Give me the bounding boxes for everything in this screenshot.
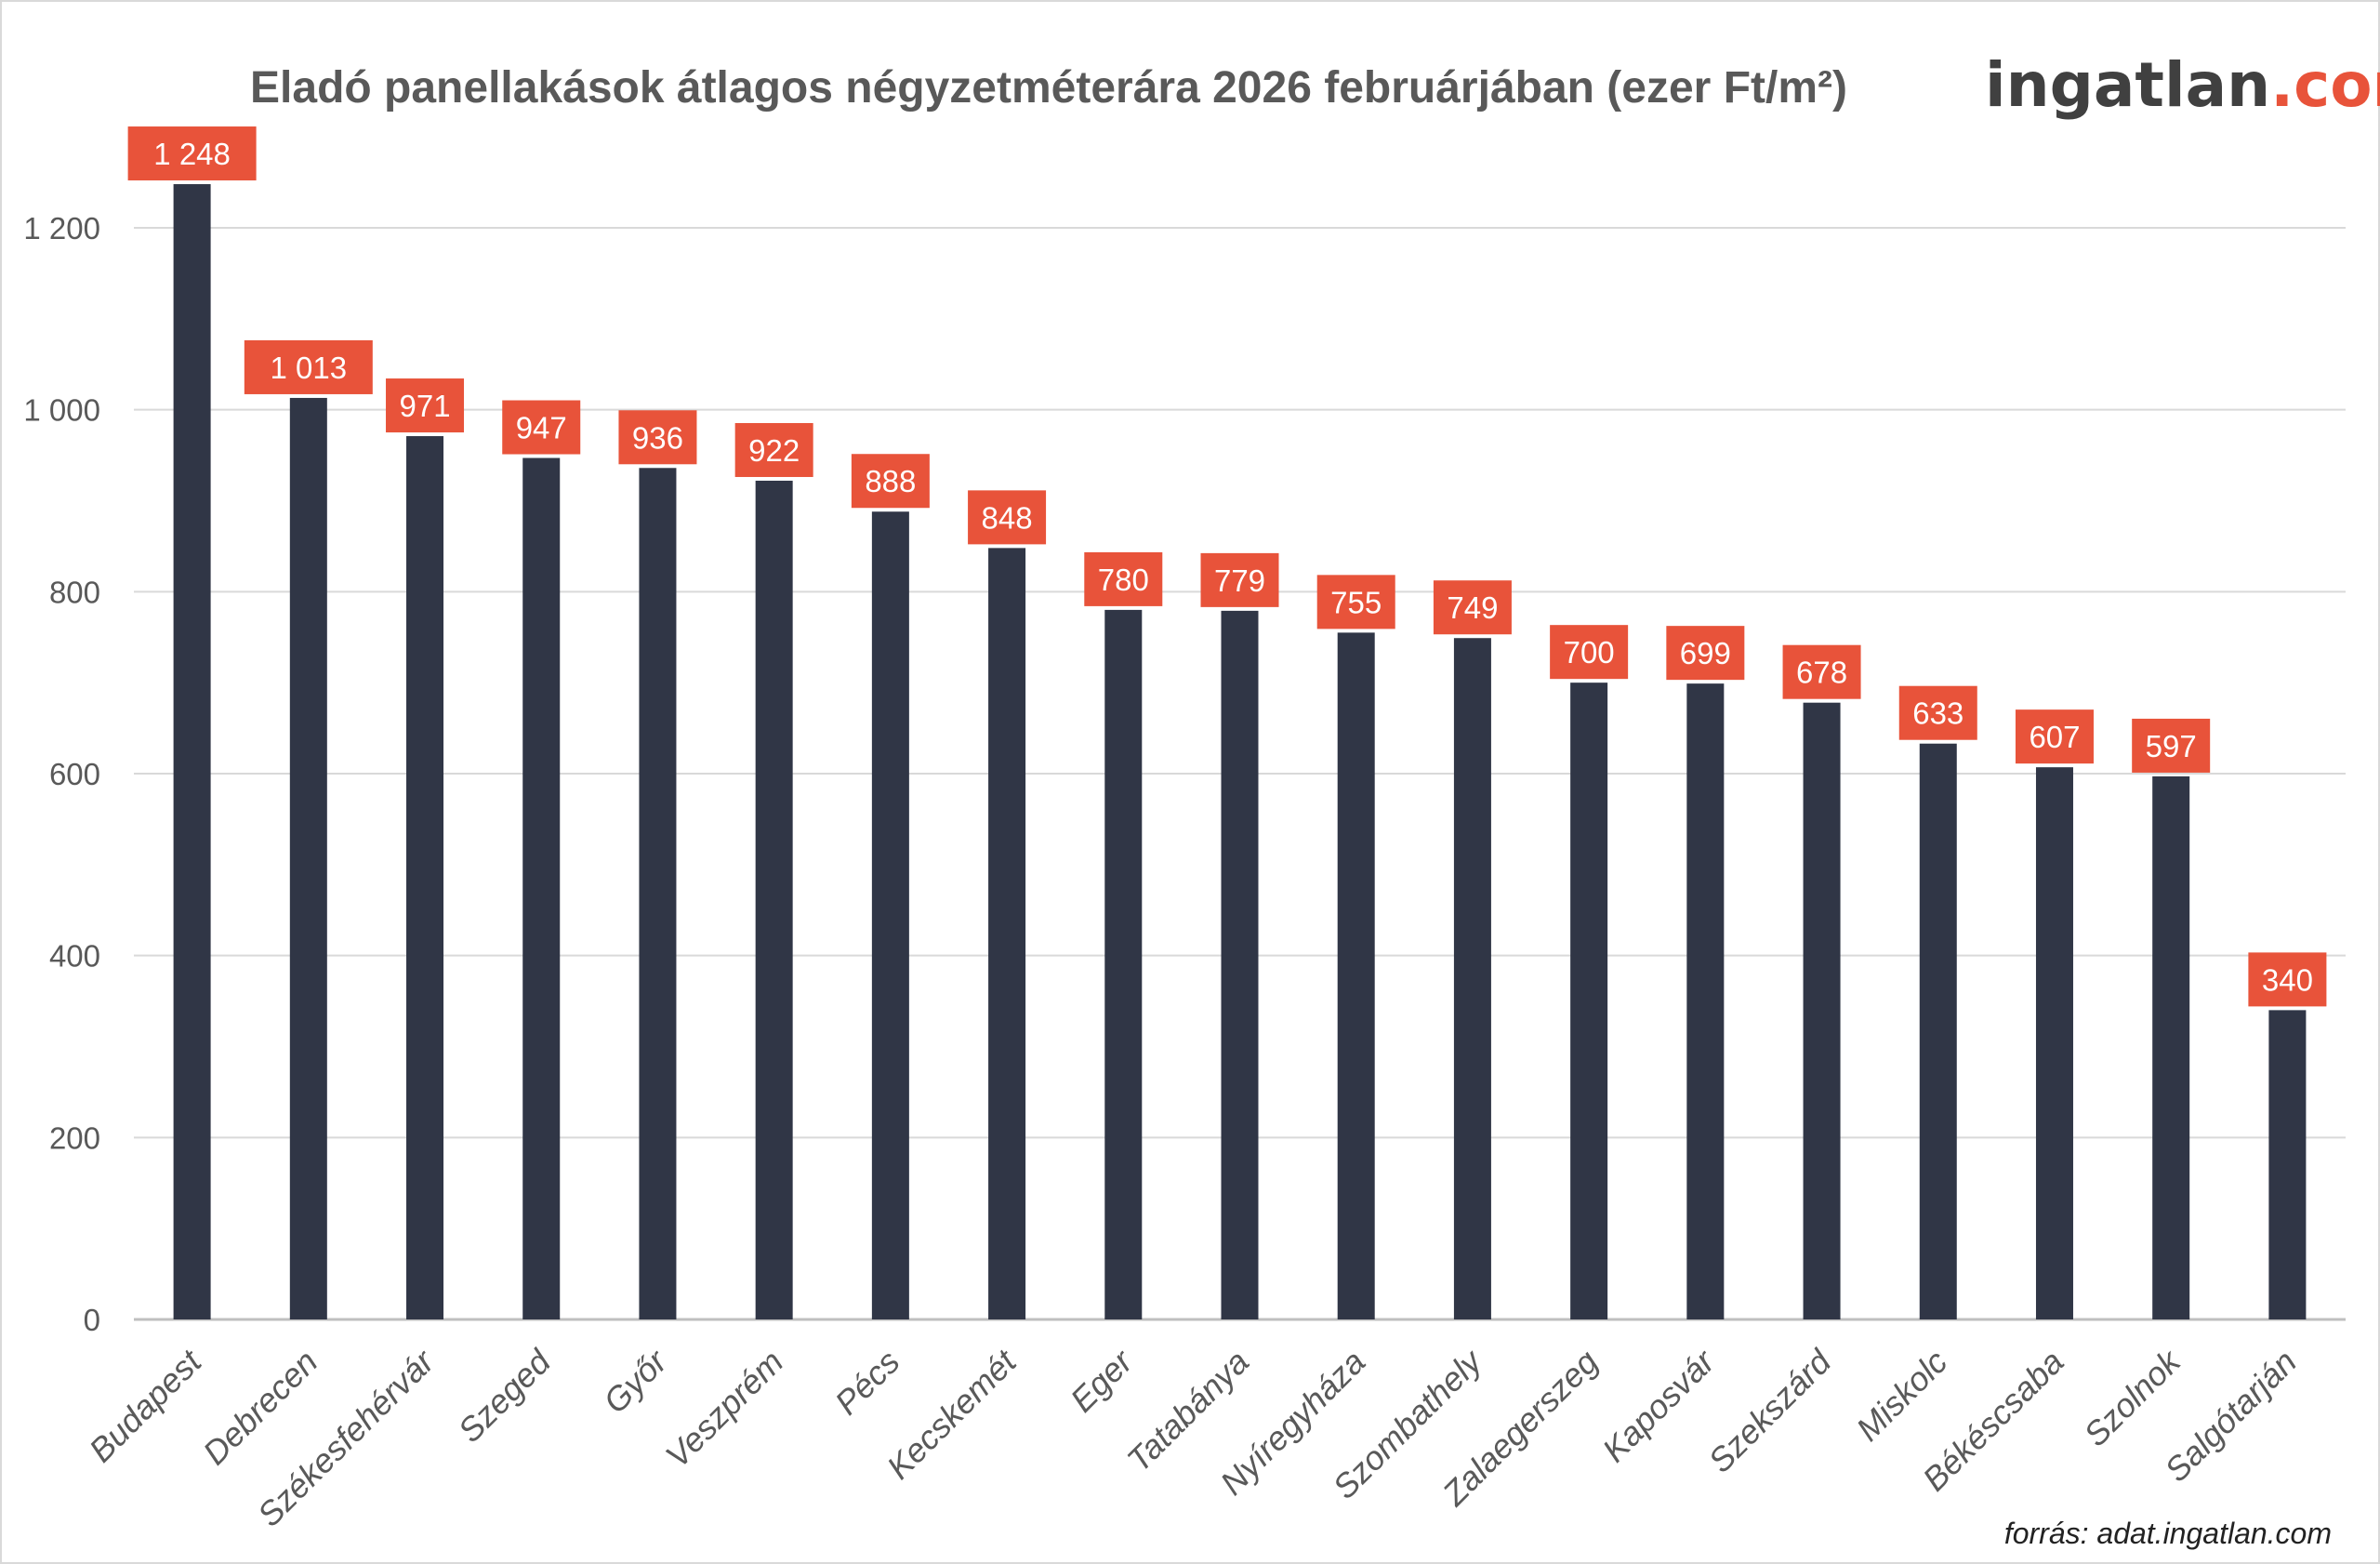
- bar: [2035, 767, 2073, 1319]
- bar: [639, 468, 677, 1319]
- data-label-box: [386, 378, 465, 433]
- logo: ingatlan.com: [1985, 49, 2380, 121]
- data-label: 848: [982, 500, 1033, 535]
- data-label-box: [2132, 718, 2211, 773]
- data-label-box: [2015, 709, 2094, 764]
- logo-text: ingatlan.com: [1985, 49, 2380, 121]
- data-label-box: [502, 400, 581, 455]
- data-label: 340: [2262, 962, 2313, 997]
- bar: [988, 548, 1026, 1319]
- bar: [1453, 638, 1491, 1319]
- bar: [1337, 632, 1375, 1319]
- bar: [289, 397, 327, 1319]
- data-label-box: [1200, 552, 1279, 607]
- bar: [2152, 775, 2190, 1319]
- bar: [406, 436, 444, 1319]
- bar: [871, 511, 909, 1319]
- data-label: 947: [516, 411, 567, 445]
- bar: [2268, 1010, 2307, 1319]
- bar: [1686, 683, 1725, 1319]
- data-label-box: [968, 490, 1047, 545]
- data-label: 780: [1098, 563, 1149, 597]
- data-label-box: [1433, 580, 1512, 635]
- y-tick-label: 1 200: [23, 211, 100, 245]
- data-label-box: [244, 339, 373, 394]
- data-label-box: [851, 454, 930, 509]
- y-tick-label: 0: [84, 1303, 100, 1337]
- data-label: 607: [2029, 720, 2080, 754]
- data-label: 597: [2146, 729, 2197, 763]
- data-label-box: [1316, 575, 1395, 630]
- data-label: 749: [1447, 590, 1498, 625]
- data-label: 779: [1214, 563, 1265, 598]
- data-label-box: [1782, 644, 1861, 699]
- data-label: 971: [399, 389, 450, 423]
- data-label-box: [1898, 685, 1977, 740]
- bar: [755, 480, 793, 1319]
- data-label: 1 013: [271, 351, 348, 385]
- bar: [1221, 610, 1259, 1319]
- y-tick-label: 600: [49, 757, 100, 791]
- data-label: 755: [1330, 585, 1382, 619]
- bar: [1104, 609, 1143, 1319]
- source-note: forrás: adat.ingatlan.com: [2004, 1517, 2332, 1550]
- data-label: 1 248: [153, 137, 231, 171]
- data-label-box: [618, 410, 697, 465]
- data-label: 633: [1912, 696, 1964, 731]
- data-label: 922: [748, 433, 800, 468]
- data-label: 936: [632, 420, 683, 455]
- data-label: 700: [1564, 635, 1615, 669]
- data-label-box: [1666, 626, 1745, 681]
- data-label-box: [2248, 952, 2327, 1007]
- bar: [1803, 702, 1841, 1319]
- y-tick-label: 1 000: [23, 393, 100, 428]
- bar: [1570, 683, 1608, 1319]
- data-label: 888: [865, 464, 916, 498]
- y-tick-label: 400: [49, 939, 100, 974]
- bar: [1919, 743, 1957, 1319]
- bar: [522, 457, 561, 1320]
- data-label-box: [734, 422, 813, 477]
- bar: [173, 184, 211, 1319]
- data-label-box: [127, 126, 257, 181]
- data-label-box: [1550, 625, 1629, 680]
- data-label: 678: [1796, 656, 1847, 690]
- data-label: 699: [1680, 636, 1731, 670]
- y-tick-label: 800: [49, 575, 100, 609]
- data-label-box: [1084, 551, 1163, 606]
- y-tick-label: 200: [49, 1120, 100, 1155]
- chart-title: Eladó panellakások átlagos négyzetméterá…: [250, 63, 1847, 113]
